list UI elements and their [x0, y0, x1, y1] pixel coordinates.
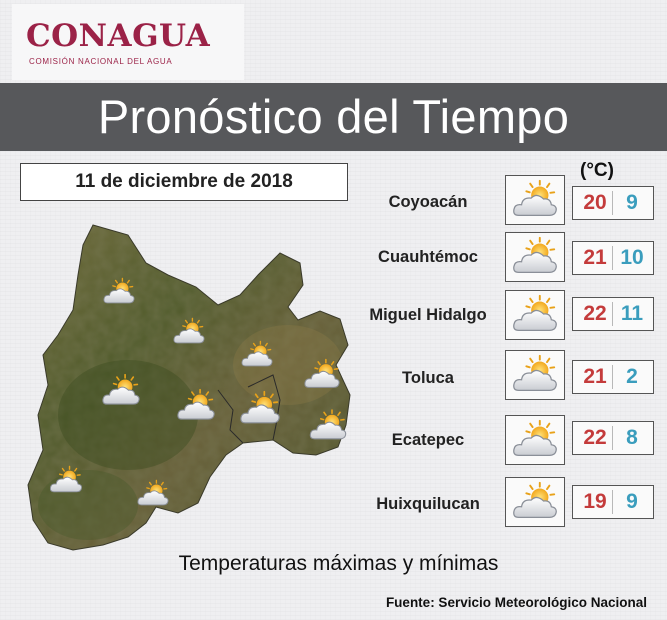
logo-subtitle: COMISIÓN NACIONAL DEL AGUA [29, 57, 173, 66]
partly-cloudy-icon [511, 178, 559, 222]
temp-divider [612, 191, 613, 215]
title-banner: Pronóstico del Tiempo [0, 83, 667, 151]
weather-icon-box [505, 175, 565, 225]
weather-icon-box [505, 350, 565, 400]
min-temp: 9 [626, 191, 638, 214]
location-name: Ecatepec [391, 431, 465, 449]
page-title: Pronóstico del Tiempo [97, 90, 570, 143]
max-temp: 21 [583, 246, 607, 269]
temp-divider [612, 490, 613, 514]
max-temp: 21 [583, 365, 607, 388]
caption: Temperaturas máximas y mínimas [178, 552, 499, 575]
region-map [27, 224, 351, 551]
temperature-box: 21 2 [572, 360, 654, 394]
temp-divider [612, 246, 613, 270]
temp-divider [612, 365, 613, 389]
location-name: Miguel Hidalgo [369, 306, 487, 324]
location-name: Huixquilucan [376, 495, 480, 513]
max-temp: 20 [583, 191, 607, 214]
min-temp: 2 [626, 365, 638, 388]
partly-cloudy-icon [511, 418, 559, 462]
temperature-box: 22 8 [572, 421, 654, 455]
min-temp: 9 [626, 490, 638, 513]
temperature-box: 21 10 [572, 241, 654, 275]
max-temp: 22 [583, 302, 607, 325]
min-temp: 10 [620, 246, 644, 269]
partly-cloudy-icon [511, 235, 559, 279]
logo-name: CONAGUA [26, 18, 211, 54]
conagua-logo: CONAGUA COMISIÓN NACIONAL DEL AGUA [12, 4, 244, 80]
max-temp: 19 [583, 490, 607, 513]
temperature-box: 19 9 [572, 485, 654, 519]
max-temp: 22 [583, 426, 607, 449]
min-temp: 11 [620, 302, 644, 325]
source-credit: Fuente: Servicio Meteorológico Nacional [385, 595, 647, 610]
location-name: Coyoacán [388, 193, 468, 211]
weather-icon-box [505, 290, 565, 340]
temperature-box: 20 9 [572, 186, 654, 220]
partly-cloudy-icon [511, 293, 559, 337]
weather-icon-box [505, 477, 565, 527]
unit-label: (°C) [580, 160, 614, 181]
location-name: Cuauhtémoc [378, 248, 478, 266]
partly-cloudy-icon [511, 353, 559, 397]
forecast-date: 11 de diciembre de 2018 [20, 163, 348, 201]
location-name: Toluca [402, 369, 454, 387]
temp-divider [612, 302, 613, 326]
weather-icon-box [505, 415, 565, 465]
partly-cloudy-icon [511, 480, 559, 524]
min-temp: 8 [626, 426, 638, 449]
weather-icon-box [505, 232, 565, 282]
temperature-box: 22 11 [572, 297, 654, 331]
temp-divider [612, 426, 613, 450]
